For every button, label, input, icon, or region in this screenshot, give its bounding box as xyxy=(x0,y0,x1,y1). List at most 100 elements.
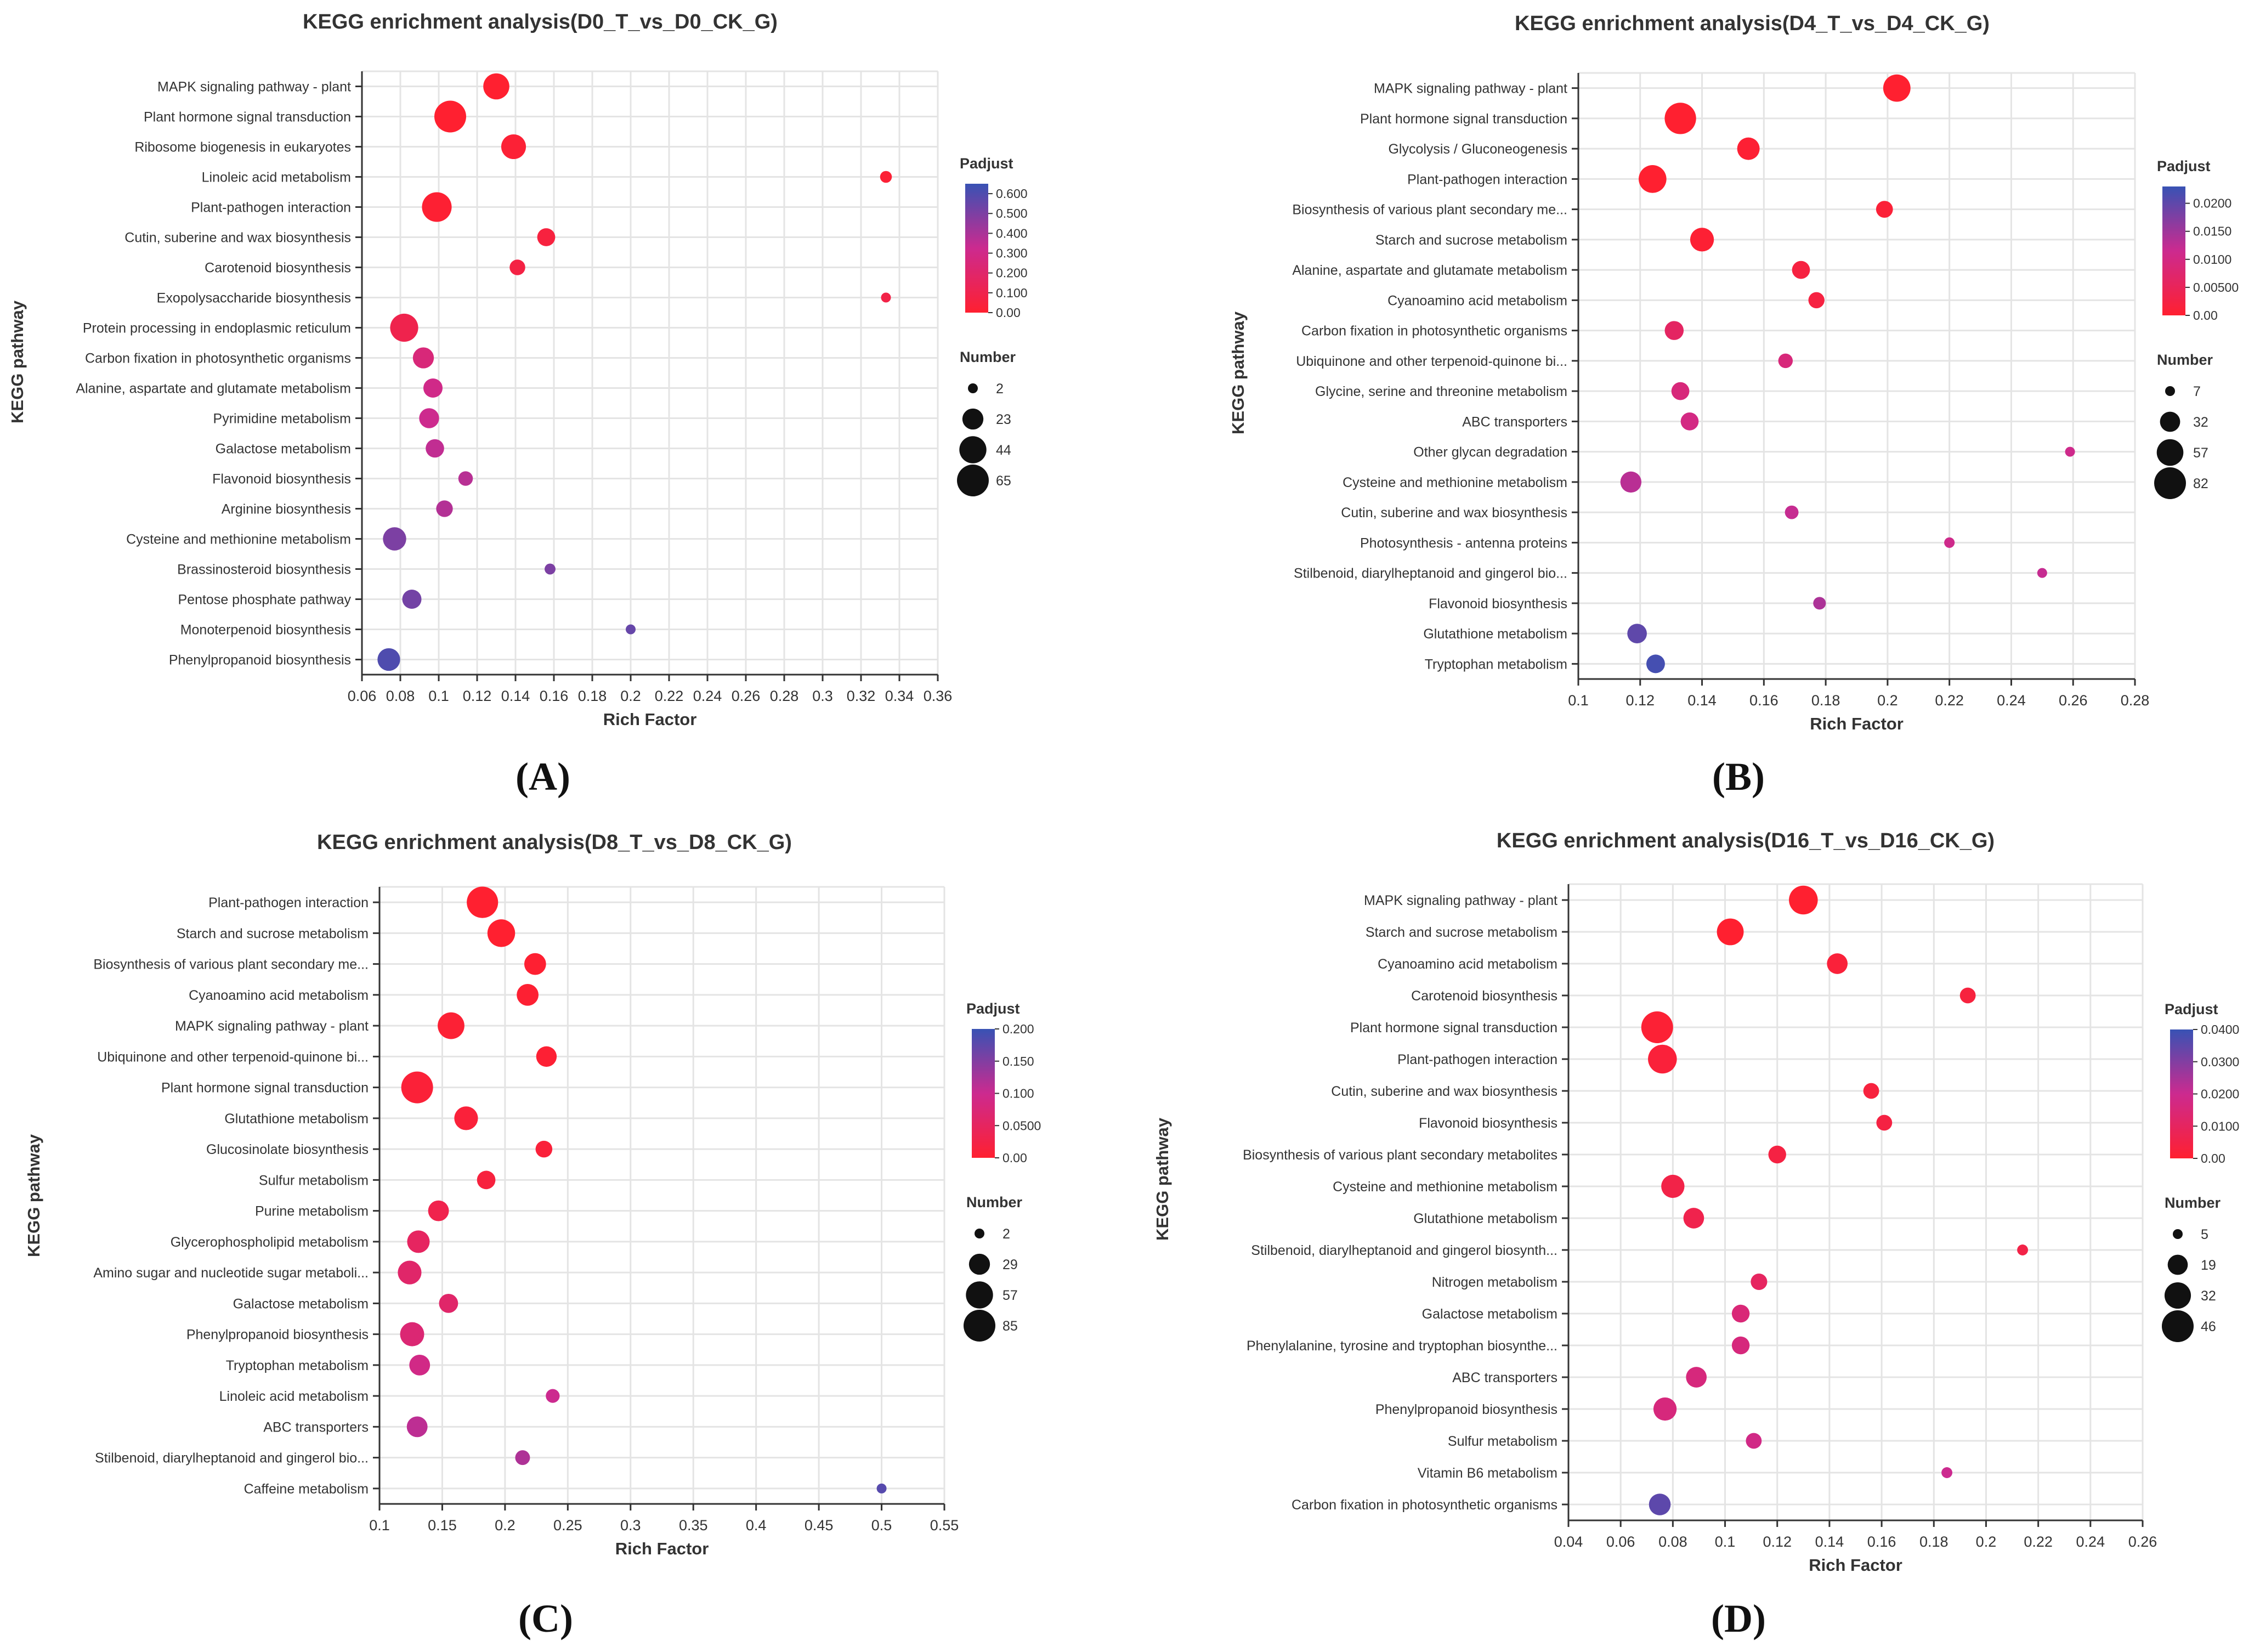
color-legend-bar xyxy=(2162,186,2185,315)
color-legend-title: Padjust xyxy=(966,1000,1020,1017)
color-legend-label: 0.0100 xyxy=(2201,1119,2239,1133)
size-legend-label: 32 xyxy=(2201,1288,2216,1304)
x-tick-label: 0.18 xyxy=(578,688,607,704)
x-tick-label: 0.4 xyxy=(746,1517,767,1534)
y-tick-label: Glycine, serine and threonine metabolism xyxy=(1315,384,1567,399)
data-point xyxy=(1690,228,1714,252)
data-point xyxy=(1959,987,1976,1004)
y-tick-label: Plant-pathogen interaction xyxy=(191,200,351,216)
y-tick-label: Cysteine and methionine metabolism xyxy=(1333,1179,1557,1195)
color-legend-label: 0.150 xyxy=(1002,1054,1034,1068)
size-legend-label: 44 xyxy=(996,443,1011,458)
x-tick-label: 0.2 xyxy=(495,1517,516,1534)
y-tick-label: Phenylpropanoid biosynthesis xyxy=(1375,1402,1557,1417)
data-point xyxy=(428,1200,449,1221)
data-point xyxy=(406,1416,428,1438)
size-legend-dot xyxy=(968,1253,990,1275)
size-legend-label: 46 xyxy=(2201,1319,2216,1334)
y-tick-label: Flavonoid biosynthesis xyxy=(212,472,351,487)
y-tick-label: Exopolysaccharide biosynthesis xyxy=(157,291,351,306)
x-axis-title: Rich Factor xyxy=(1810,714,1904,733)
y-tick-label: Alanine, aspartate and glutamate metabol… xyxy=(1292,263,1567,278)
y-tick-label: Plant-pathogen interaction xyxy=(1397,1052,1557,1067)
data-point xyxy=(1653,1397,1677,1421)
x-tick-label: 0.12 xyxy=(1763,1534,1792,1550)
color-legend-label: 0.00 xyxy=(2193,308,2218,323)
data-point xyxy=(438,1012,465,1039)
y-tick-label: Cyanoamino acid metabolism xyxy=(1387,293,1567,308)
data-point xyxy=(1883,74,1911,102)
x-tick-label: 0.3 xyxy=(620,1517,641,1534)
x-tick-label: 0.28 xyxy=(2121,692,2150,709)
y-tick-label: Phenylpropanoid biosynthesis xyxy=(186,1327,369,1343)
y-tick-label: Flavonoid biosynthesis xyxy=(1429,596,1567,612)
y-tick-label: Cutin, suberine and wax biosynthesis xyxy=(1341,505,1567,521)
y-tick-label: Glutathione metabolism xyxy=(1413,1211,1557,1226)
color-legend-label: 0.00 xyxy=(996,305,1021,320)
data-point xyxy=(426,439,444,458)
data-point xyxy=(1944,537,1955,548)
y-tick-label: Nitrogen metabolism xyxy=(1432,1275,1557,1290)
data-point xyxy=(402,589,422,609)
size-legend-dot xyxy=(968,383,978,393)
color-legend-label: 0.600 xyxy=(996,186,1028,201)
data-point xyxy=(434,100,466,133)
x-tick-label: 0.14 xyxy=(1687,692,1717,709)
y-axis-title: KEGG pathway xyxy=(24,1134,43,1257)
y-axis-title: KEGG pathway xyxy=(8,300,27,423)
size-legend-label: 65 xyxy=(996,473,1011,489)
data-point xyxy=(1827,953,1848,974)
data-point xyxy=(1649,1493,1671,1515)
x-tick-label: 0.04 xyxy=(1554,1534,1583,1550)
size-legend-label: 32 xyxy=(2193,415,2208,430)
y-tick-label: Plant hormone signal transduction xyxy=(144,110,351,125)
data-point xyxy=(1746,1433,1762,1449)
y-tick-label: Cutin, suberine and wax biosynthesis xyxy=(124,230,351,246)
y-tick-label: Linoleic acid metabolism xyxy=(219,1389,369,1404)
x-tick-label: 0.3 xyxy=(812,688,833,704)
data-point xyxy=(487,919,516,947)
y-tick-label: Glycerophospholipid metabolism xyxy=(171,1235,369,1250)
y-axis-title: KEGG pathway xyxy=(1228,311,1248,434)
data-point xyxy=(1785,505,1799,519)
y-tick-label: Carbon fixation in photosynthetic organi… xyxy=(1301,324,1567,339)
y-tick-label: MAPK signaling pathway - plant xyxy=(1364,893,1557,908)
y-tick-label: Plant hormone signal transduction xyxy=(161,1080,369,1096)
y-tick-label: Carotenoid biosynthesis xyxy=(1411,988,1557,1004)
size-legend-label: 19 xyxy=(2201,1258,2216,1273)
x-tick-label: 0.2 xyxy=(620,688,641,704)
data-point xyxy=(881,292,891,303)
x-tick-label: 0.55 xyxy=(930,1517,959,1534)
color-legend-label: 0.100 xyxy=(996,286,1028,300)
color-legend-bar xyxy=(972,1029,995,1158)
color-legend-bar xyxy=(2170,1029,2193,1158)
color-legend-bar xyxy=(965,184,988,313)
x-tick-label: 0.5 xyxy=(871,1517,892,1534)
data-point xyxy=(876,1483,887,1493)
y-tick-label: Stilbenoid, diarylheptanoid and gingerol… xyxy=(1294,566,1567,581)
data-point xyxy=(545,563,556,575)
data-point xyxy=(458,471,473,486)
data-point xyxy=(1683,1208,1704,1229)
data-point xyxy=(412,347,434,369)
x-tick-label: 0.1 xyxy=(1715,1534,1736,1550)
y-tick-label: Galactose metabolism xyxy=(1422,1306,1557,1322)
y-tick-label: Amino sugar and nucleotide sugar metabol… xyxy=(93,1265,369,1281)
data-point xyxy=(1648,1044,1677,1074)
data-point xyxy=(1664,103,1696,134)
data-point xyxy=(1813,597,1826,610)
y-tick-label: Plant-pathogen interaction xyxy=(208,895,369,910)
size-legend-title: Number xyxy=(960,349,1016,365)
y-tick-label: Starch and sucrose metabolism xyxy=(177,926,369,941)
data-point xyxy=(398,1260,422,1285)
size-legend-dot xyxy=(2173,1229,2183,1239)
x-tick-label: 0.16 xyxy=(1867,1534,1896,1550)
y-tick-label: Biosynthesis of various plant secondary … xyxy=(93,957,369,972)
data-point xyxy=(2017,1244,2029,1255)
x-tick-label: 0.2 xyxy=(1877,692,1898,709)
y-tick-label: Protein processing in endoplasmic reticu… xyxy=(83,321,351,336)
data-point xyxy=(1737,137,1760,160)
size-legend-label: 82 xyxy=(2193,476,2208,491)
y-tick-label: Tryptophan metabolism xyxy=(1425,657,1567,672)
data-point xyxy=(1751,1273,1768,1291)
